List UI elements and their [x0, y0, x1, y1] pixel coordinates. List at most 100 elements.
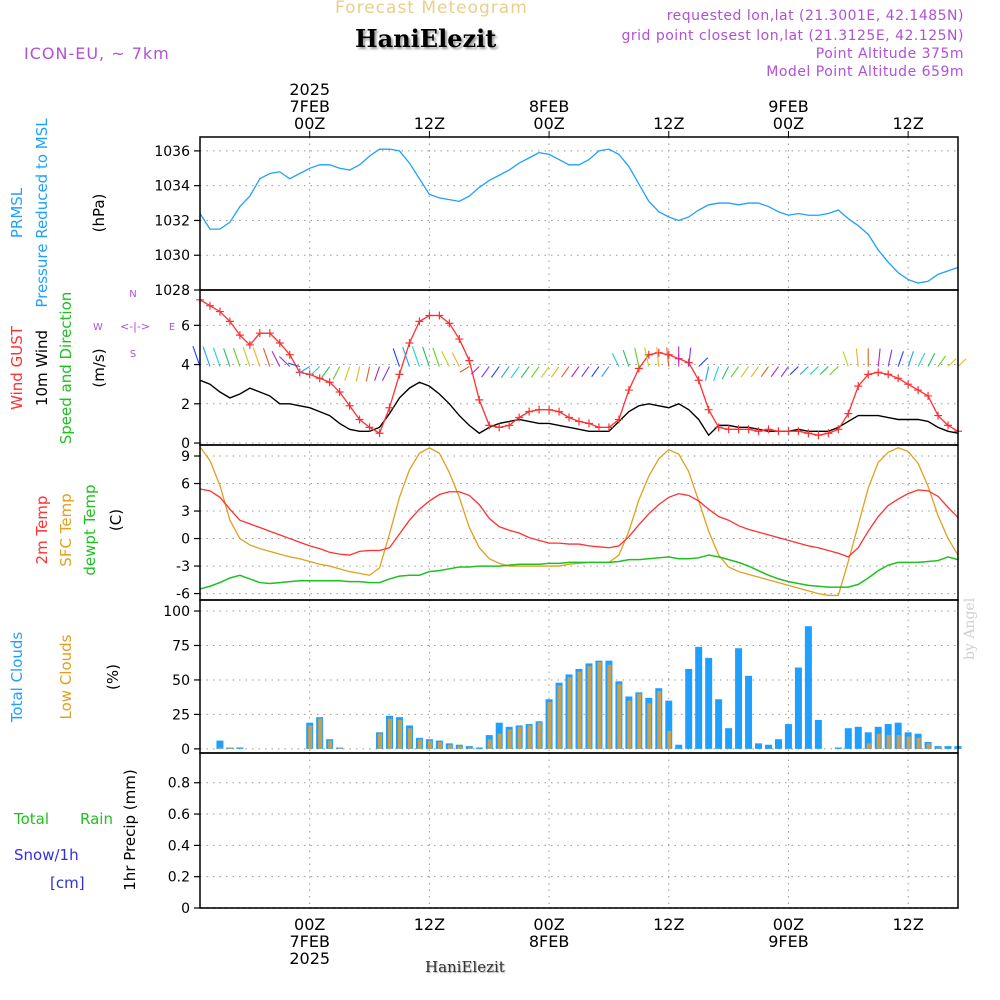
- time-label-bottom: 8FEB: [529, 932, 569, 951]
- wind-arrow: [877, 348, 881, 367]
- gust-marker: [794, 427, 803, 436]
- gust-marker: [445, 319, 454, 328]
- wind-arrow: [750, 366, 759, 378]
- low-cloud-bar: [507, 729, 512, 749]
- compass-icon: <-|->: [120, 320, 150, 333]
- low-cloud-bar: [577, 671, 582, 749]
- wind-arrow: [459, 366, 470, 373]
- wind-arrow: [540, 366, 550, 378]
- wind-arrow: [656, 347, 660, 367]
- precip-unit: 1hr Precip (mm): [121, 769, 139, 890]
- clouds-unit: (%): [104, 664, 122, 690]
- snow-label: Snow/1h: [14, 846, 79, 864]
- low-cloud-bar: [338, 747, 343, 749]
- wind-arrow: [344, 366, 351, 381]
- temp-2m-line: [199, 488, 959, 558]
- gust-marker: [814, 431, 823, 440]
- gust-marker: [215, 307, 224, 316]
- time-label-top: 12Z: [653, 114, 684, 133]
- pressure-label-2: Pressure Reduced to MSL: [33, 118, 51, 308]
- y-tick-label: 100: [163, 604, 190, 620]
- point-altitude: Point Altitude 375m: [815, 46, 964, 62]
- low-cloud-bar: [886, 735, 891, 749]
- gust-marker: [834, 425, 843, 434]
- wind-arrow: [262, 347, 271, 367]
- wind-arrow: [644, 347, 650, 367]
- wind-arrow: [780, 366, 789, 377]
- wind-arrow: [530, 366, 540, 378]
- low-cloud-bar: [936, 747, 941, 749]
- dewpoint-line: [199, 554, 959, 590]
- gust-marker: [884, 370, 893, 379]
- low-cloud-bar: [397, 719, 402, 749]
- time-label-top: 12Z: [892, 114, 923, 133]
- gust-marker: [405, 338, 414, 347]
- wind-arrow: [520, 366, 530, 378]
- total-cloud-bar: [735, 648, 743, 749]
- time-label-top: 2025: [289, 80, 330, 99]
- gust-marker: [924, 391, 933, 400]
- gust-marker: [535, 405, 544, 414]
- low-cloud-bar: [906, 736, 911, 749]
- wind-arrow: [451, 352, 460, 367]
- wind-arrow: [957, 358, 967, 367]
- sfc-temp-label: SFC Temp: [57, 493, 75, 566]
- time-label-bottom: 12Z: [653, 915, 684, 934]
- wind-arrow: [591, 366, 600, 377]
- wind-arrow: [897, 351, 904, 367]
- low-cloud-bar: [497, 733, 502, 749]
- wind-arrow: [298, 366, 310, 374]
- y-tick-label: 50: [172, 673, 190, 689]
- gust-marker: [864, 370, 873, 379]
- low-cloud-bar: [876, 733, 881, 749]
- gust-marker: [624, 386, 633, 395]
- low-cloud-bar: [587, 666, 592, 749]
- wind-arrow: [809, 366, 819, 375]
- gust-marker: [854, 382, 863, 391]
- wind-arrow: [381, 366, 390, 381]
- low-clouds-label: Low Clouds: [57, 634, 75, 719]
- requested-coords: requested lon,lat (21.3001E, 42.1485N): [666, 8, 964, 24]
- wind-arrow: [271, 350, 281, 367]
- total-cloud-bar: [864, 732, 872, 749]
- time-label-bottom: 00Z: [533, 915, 564, 934]
- total-cloud-bar: [804, 626, 812, 749]
- low-cloud-bar: [388, 718, 392, 749]
- wind-label: 10m Wind: [33, 330, 51, 406]
- low-cloud-bar: [916, 737, 921, 749]
- wind-arrow: [698, 357, 709, 367]
- wind-arrow: [561, 366, 570, 378]
- total-cloud-bar: [685, 668, 693, 749]
- wind-arrow: [252, 347, 261, 367]
- y-tick-label: 75: [172, 638, 190, 654]
- total-cloud-bar: [236, 747, 244, 749]
- total-clouds-label: Total Clouds: [8, 632, 26, 724]
- wind-arrow: [855, 348, 859, 367]
- wind-arrow: [907, 351, 914, 367]
- wind-arrow: [601, 366, 610, 377]
- gust-marker: [664, 350, 673, 359]
- wind-arrow: [392, 348, 400, 367]
- gust-marker: [914, 386, 923, 395]
- gust-marker: [375, 429, 384, 438]
- snow-unit: [cm]: [50, 874, 85, 892]
- wind-arrow: [799, 366, 809, 375]
- gust-marker: [874, 368, 883, 377]
- wind-arrow: [332, 366, 341, 380]
- wind-arrow: [402, 346, 410, 367]
- total-cloud-bar: [765, 744, 772, 749]
- gust-marker: [475, 395, 484, 404]
- gust-marker: [275, 338, 284, 347]
- gust-marker: [495, 423, 504, 432]
- gust-marker: [415, 317, 424, 326]
- low-cloud-bar: [407, 728, 412, 749]
- gust-marker: [385, 403, 394, 412]
- y-tick-label: 4: [181, 358, 190, 374]
- y-tick-label: 3: [181, 504, 190, 520]
- temp-unit: (C): [107, 509, 125, 531]
- wind-arrow: [202, 346, 211, 367]
- total-cloud-bar: [695, 646, 703, 749]
- low-cloud-bar: [926, 743, 931, 749]
- total-cloud-bar: [794, 667, 802, 749]
- wind-arrow: [411, 346, 420, 367]
